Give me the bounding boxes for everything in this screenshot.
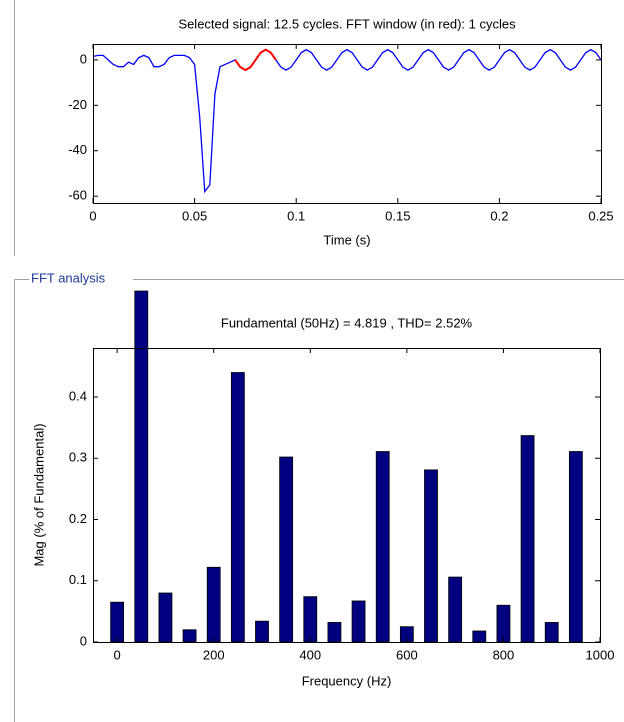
x-tick-label: 0.25 — [588, 208, 613, 223]
x-tick-label: 0.15 — [385, 208, 410, 223]
plot-area — [93, 44, 601, 203]
chart-title: Fundamental (50Hz) = 4.819 , THD= 2.52% — [221, 315, 473, 330]
bar — [303, 596, 318, 643]
x-tick-label: 0.1 — [287, 208, 305, 223]
x-axis-label: Frequency (Hz) — [302, 673, 392, 688]
y-tick-label: -60 — [68, 188, 87, 203]
chart-title: Selected signal: 12.5 cycles. FFT window… — [178, 16, 516, 31]
bar — [158, 592, 173, 643]
plot-area — [93, 348, 600, 642]
y-tick-label: 0 — [80, 51, 87, 66]
bar — [255, 620, 269, 643]
bar — [134, 290, 149, 643]
axes-box — [93, 44, 602, 204]
y-tick-label: 0.1 — [69, 572, 87, 587]
bar — [351, 600, 366, 643]
bar — [230, 372, 245, 643]
axes-box — [93, 348, 601, 643]
bar — [375, 451, 390, 643]
x-tick-label: 0 — [114, 647, 121, 662]
y-tick-label: 0.3 — [69, 450, 87, 465]
y-tick-label: -20 — [68, 97, 87, 112]
bar — [424, 469, 438, 643]
x-tick-label: 1000 — [586, 647, 615, 662]
bar — [520, 435, 535, 643]
bar — [206, 566, 221, 643]
group-label: FFT analysis — [31, 270, 106, 285]
y-tick-label: 0.4 — [69, 388, 87, 403]
bar — [568, 451, 583, 643]
x-tick-label: 800 — [493, 647, 515, 662]
bar — [279, 456, 294, 643]
bar — [496, 604, 511, 643]
signal-line — [92, 48, 602, 194]
y-axis-label: Mag (% of Fundamental) — [31, 423, 46, 566]
bar — [110, 601, 125, 643]
bar — [448, 576, 463, 643]
bar — [327, 622, 342, 643]
x-tick-label: 0.05 — [182, 208, 207, 223]
x-tick-label: 0.2 — [490, 208, 508, 223]
x-tick-label: 200 — [203, 647, 225, 662]
x-tick-label: 600 — [396, 647, 418, 662]
bar — [472, 630, 487, 643]
x-tick-label: 0 — [89, 208, 96, 223]
y-tick-label: 0 — [80, 633, 87, 648]
y-tick-label: 0.2 — [69, 511, 87, 526]
bar — [544, 622, 559, 643]
x-tick-label: 400 — [299, 647, 321, 662]
y-tick-label: -40 — [68, 142, 87, 157]
signal-line — [234, 48, 277, 72]
x-axis-label: Time (s) — [323, 232, 370, 247]
bar — [182, 629, 197, 643]
